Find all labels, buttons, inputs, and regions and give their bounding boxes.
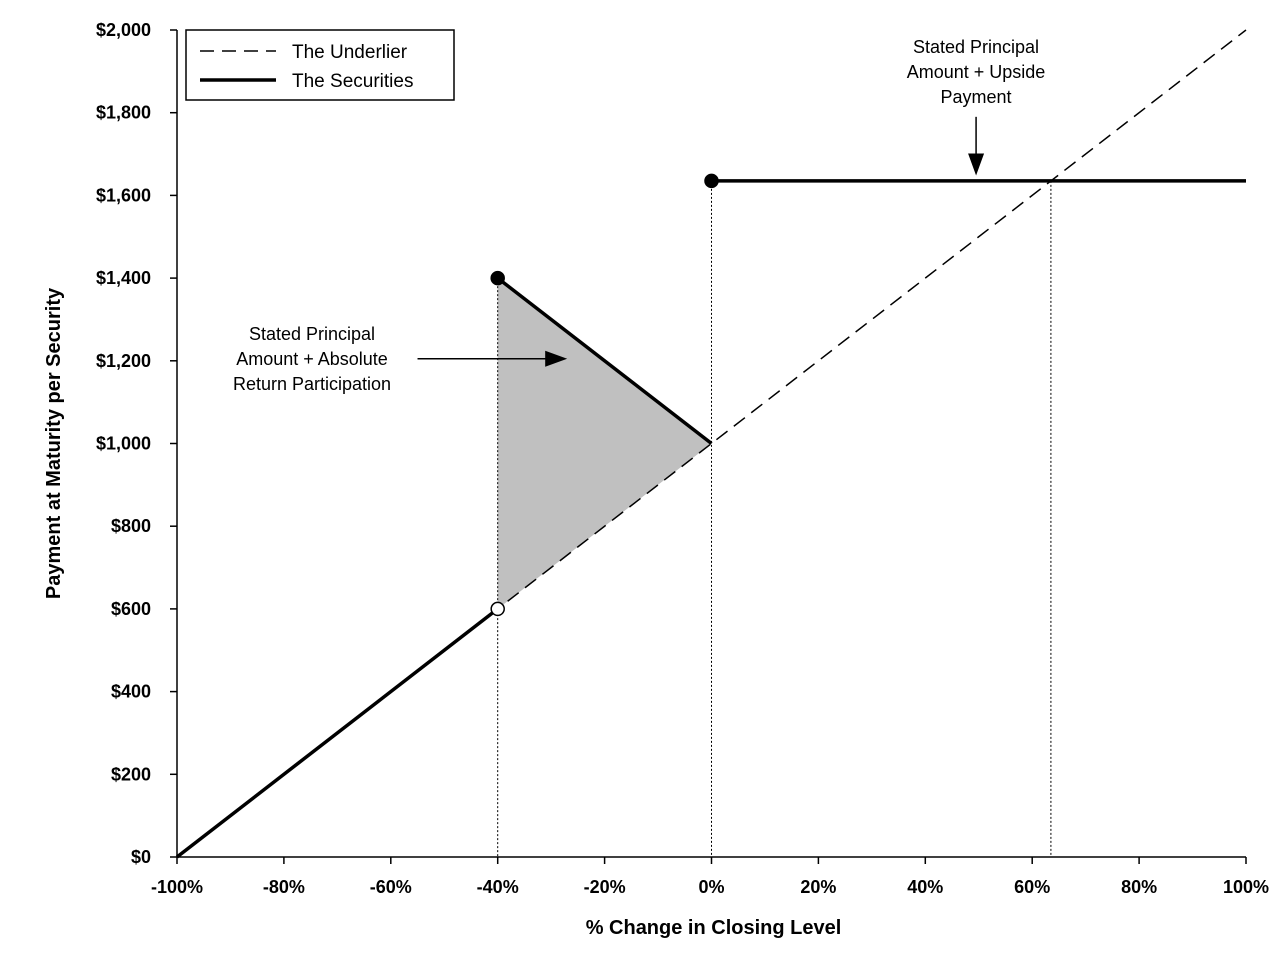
- x-tick-label: 20%: [800, 877, 836, 897]
- legend: The Underlier The Securities: [185, 29, 455, 101]
- legend-label-securities: The Securities: [292, 71, 413, 92]
- y-tick-label: $1,800: [96, 103, 151, 123]
- annotation-upside-text: Stated Principal: [913, 37, 1039, 57]
- legend-label-underlier: The Underlier: [292, 42, 408, 63]
- x-tick-label: 40%: [907, 877, 943, 897]
- annotation-upside-arrow-head: [968, 153, 985, 176]
- y-tick-label: $200: [111, 764, 151, 784]
- y-tick-label: $1,400: [96, 268, 151, 288]
- x-tick-label: -60%: [370, 877, 412, 897]
- annotations-layer: Stated Principal Amount + Absolute Return …: [233, 37, 1045, 394]
- markers-layer: [490, 173, 719, 617]
- annotation-absolute-return-text: Stated Principal: [249, 324, 375, 344]
- x-tick-label: 100%: [1223, 877, 1269, 897]
- annotation-absolute-return-text: Amount + Absolute: [236, 349, 388, 369]
- x-tick-label: -20%: [584, 877, 626, 897]
- series-securities-segment: [496, 276, 713, 445]
- y-tick-label: $600: [111, 599, 151, 619]
- y-tick-label: $1,000: [96, 434, 151, 454]
- shaded-region-layer: [497, 278, 712, 609]
- x-tick-label: -100%: [151, 877, 203, 897]
- series-layer: [175, 29, 1247, 859]
- y-axis-title: Payment at Maturity per Security: [43, 287, 65, 599]
- marker-filled: [704, 173, 719, 189]
- x-tick-label: -40%: [477, 877, 519, 897]
- y-tick-label: $1,600: [96, 185, 151, 205]
- reference-lines-layer: [497, 180, 1052, 857]
- y-tick-label: $2,000: [96, 20, 151, 40]
- series-securities-segment: [175, 607, 499, 859]
- x-tick-label: 60%: [1014, 877, 1050, 897]
- y-tick-label: $800: [111, 516, 151, 536]
- x-tick-label: -80%: [263, 877, 305, 897]
- marker-open: [490, 601, 505, 617]
- y-tick-label: $400: [111, 682, 151, 702]
- y-tick-label: $1,200: [96, 351, 151, 371]
- annotation-upside-text: Payment: [940, 87, 1011, 107]
- annotation-upside-text: Amount + Upside: [907, 62, 1046, 82]
- marker-filled: [490, 270, 505, 286]
- x-tick-label: 80%: [1121, 877, 1157, 897]
- shaded-region: [497, 278, 712, 609]
- legend-box: [185, 29, 455, 101]
- annotation-absolute-return-text: Return Participation: [233, 374, 391, 394]
- x-tick-label: 0%: [698, 877, 724, 897]
- tick-layer: -100% -80% -60% -40% -20% 0% 20% 40% 60% 80% 100% $…: [96, 20, 1269, 897]
- x-axis-title: % Change in Closing Level: [586, 917, 842, 939]
- annotation-absolute-return-arrow-head: [545, 350, 568, 367]
- y-tick-label: $0: [131, 847, 151, 867]
